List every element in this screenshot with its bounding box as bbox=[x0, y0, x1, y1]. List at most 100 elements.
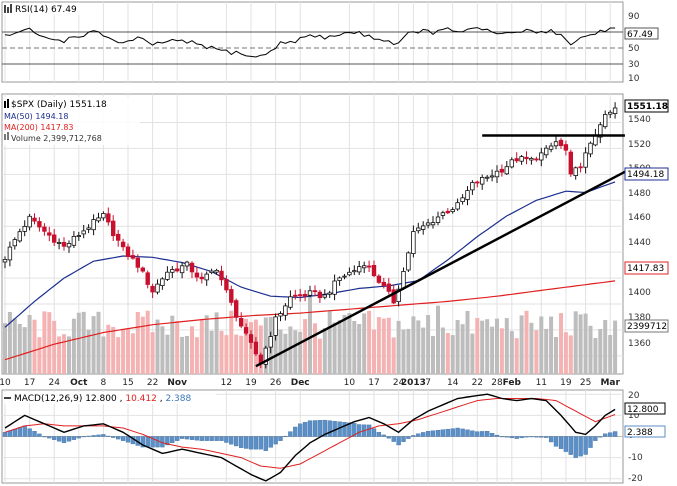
price-tick: 1440 bbox=[628, 238, 651, 248]
volume-bar bbox=[332, 322, 337, 374]
volume-bar bbox=[278, 329, 283, 374]
volume-bar bbox=[480, 320, 485, 374]
volume-bar bbox=[42, 311, 47, 374]
candle-body bbox=[47, 232, 52, 236]
macd-hist-bar bbox=[140, 436, 145, 448]
macd-hist-bar bbox=[243, 436, 249, 449]
candle-body bbox=[140, 267, 145, 272]
volume-bar bbox=[411, 316, 416, 374]
macd-hist-bar bbox=[357, 424, 362, 437]
volume-bar bbox=[76, 312, 81, 374]
volume-bar bbox=[258, 325, 263, 374]
candle-body bbox=[7, 246, 13, 261]
macd-hist-bar bbox=[411, 435, 416, 437]
macd-hist-bar bbox=[37, 433, 42, 437]
volume-bar bbox=[96, 311, 101, 374]
macd-hist-bar bbox=[2, 432, 8, 437]
macd-hist-bar bbox=[106, 435, 111, 437]
rsi-ticks: 90 70 50 30 10 bbox=[628, 12, 640, 84]
volume-bar bbox=[199, 318, 204, 374]
volume-bar bbox=[598, 329, 603, 374]
macd-hist-bar bbox=[450, 428, 455, 437]
candle-body bbox=[420, 225, 426, 230]
candle-body bbox=[165, 271, 170, 280]
rsi-label: RSI(14) 67.49 bbox=[15, 5, 77, 15]
rsi-tick: 10 bbox=[628, 74, 640, 84]
volume-bar bbox=[27, 315, 32, 374]
x-tick-label: 17 bbox=[24, 378, 35, 388]
macd-hist-bar bbox=[524, 436, 529, 438]
volume-bar bbox=[372, 329, 376, 374]
volume-bar bbox=[170, 315, 175, 374]
volume-bar bbox=[57, 336, 62, 374]
macd-hist-bar bbox=[219, 436, 224, 441]
volume-bar bbox=[514, 338, 519, 374]
candle-body bbox=[509, 159, 514, 168]
volume-bar bbox=[180, 336, 185, 374]
volume-bar bbox=[357, 324, 362, 374]
volume-badge: 2399712 bbox=[624, 319, 669, 333]
rsi-tick: 50 bbox=[628, 44, 640, 54]
price-tick: 1520 bbox=[628, 140, 651, 150]
last-price-badge: 1551.18 bbox=[624, 99, 669, 113]
macd-hist-bar bbox=[273, 436, 278, 445]
hist-badge-value: 2.388 bbox=[627, 428, 653, 438]
volume-bar bbox=[583, 313, 588, 374]
symbol-label: $SPX (Daily) 1551.18 bbox=[11, 100, 107, 110]
candle-body bbox=[425, 222, 431, 226]
price-tick: 1380 bbox=[628, 313, 651, 323]
volume-bar bbox=[327, 310, 332, 374]
candle-body bbox=[411, 231, 416, 255]
macd-hist-bar bbox=[179, 436, 185, 439]
candle-body bbox=[233, 300, 239, 318]
macd-hist-bar bbox=[22, 425, 27, 437]
candle-body bbox=[381, 281, 386, 286]
candle-body bbox=[111, 220, 116, 237]
candle-body bbox=[293, 294, 298, 297]
candle-body bbox=[204, 273, 209, 281]
candle-body bbox=[116, 233, 121, 241]
candle-body bbox=[179, 265, 185, 274]
volume-bar bbox=[426, 315, 431, 374]
macd-histogram bbox=[2, 419, 618, 458]
macd-label-name: MACD(12,26,9) bbox=[14, 394, 82, 404]
volume-bars bbox=[3, 291, 618, 374]
signal-label-value: 10.412 bbox=[125, 394, 157, 404]
macd-hist-bar bbox=[421, 432, 426, 437]
volume-bar bbox=[145, 310, 150, 374]
price-tick: 1400 bbox=[628, 288, 651, 298]
candle-body bbox=[174, 268, 180, 272]
x-tick-label: 10 bbox=[344, 378, 356, 388]
macd-hist-bar bbox=[435, 430, 441, 437]
macd-hist-bar bbox=[504, 436, 509, 438]
macd-hist-bar bbox=[544, 436, 549, 438]
candle-body bbox=[332, 280, 337, 295]
candle-body bbox=[465, 190, 470, 200]
volume-bar bbox=[544, 328, 549, 374]
macd-hist-bar bbox=[455, 427, 460, 437]
macd-hist-bar bbox=[283, 435, 288, 437]
volume-bar bbox=[263, 317, 268, 374]
candle-body bbox=[238, 317, 244, 327]
volume-bar bbox=[67, 336, 71, 374]
macd-hist-bar bbox=[342, 422, 347, 437]
candle-body bbox=[612, 107, 618, 114]
candle-body bbox=[32, 217, 37, 222]
macd-hist-bar bbox=[150, 436, 155, 448]
volume-bar bbox=[391, 337, 396, 374]
macd-hist-bar bbox=[307, 420, 313, 437]
macd-hist-bar bbox=[253, 436, 259, 450]
macd-hist-bar bbox=[401, 436, 406, 442]
candle-body bbox=[283, 305, 288, 316]
candle-body bbox=[27, 215, 32, 228]
rsi-panel: 90 70 50 30 10 67.49 RSI(14) 67.49 bbox=[1, 1, 659, 84]
candle-body bbox=[243, 327, 249, 334]
candle-body bbox=[273, 316, 278, 336]
macd-hist-bar bbox=[460, 428, 465, 437]
volume-bar bbox=[194, 337, 199, 374]
volume-bar bbox=[91, 316, 96, 374]
volume-bar bbox=[603, 320, 608, 374]
price-panel: 1540 1520 1500 1480 1460 1440 1420 1400 … bbox=[1, 93, 669, 375]
macd-hist-bar bbox=[593, 436, 598, 441]
